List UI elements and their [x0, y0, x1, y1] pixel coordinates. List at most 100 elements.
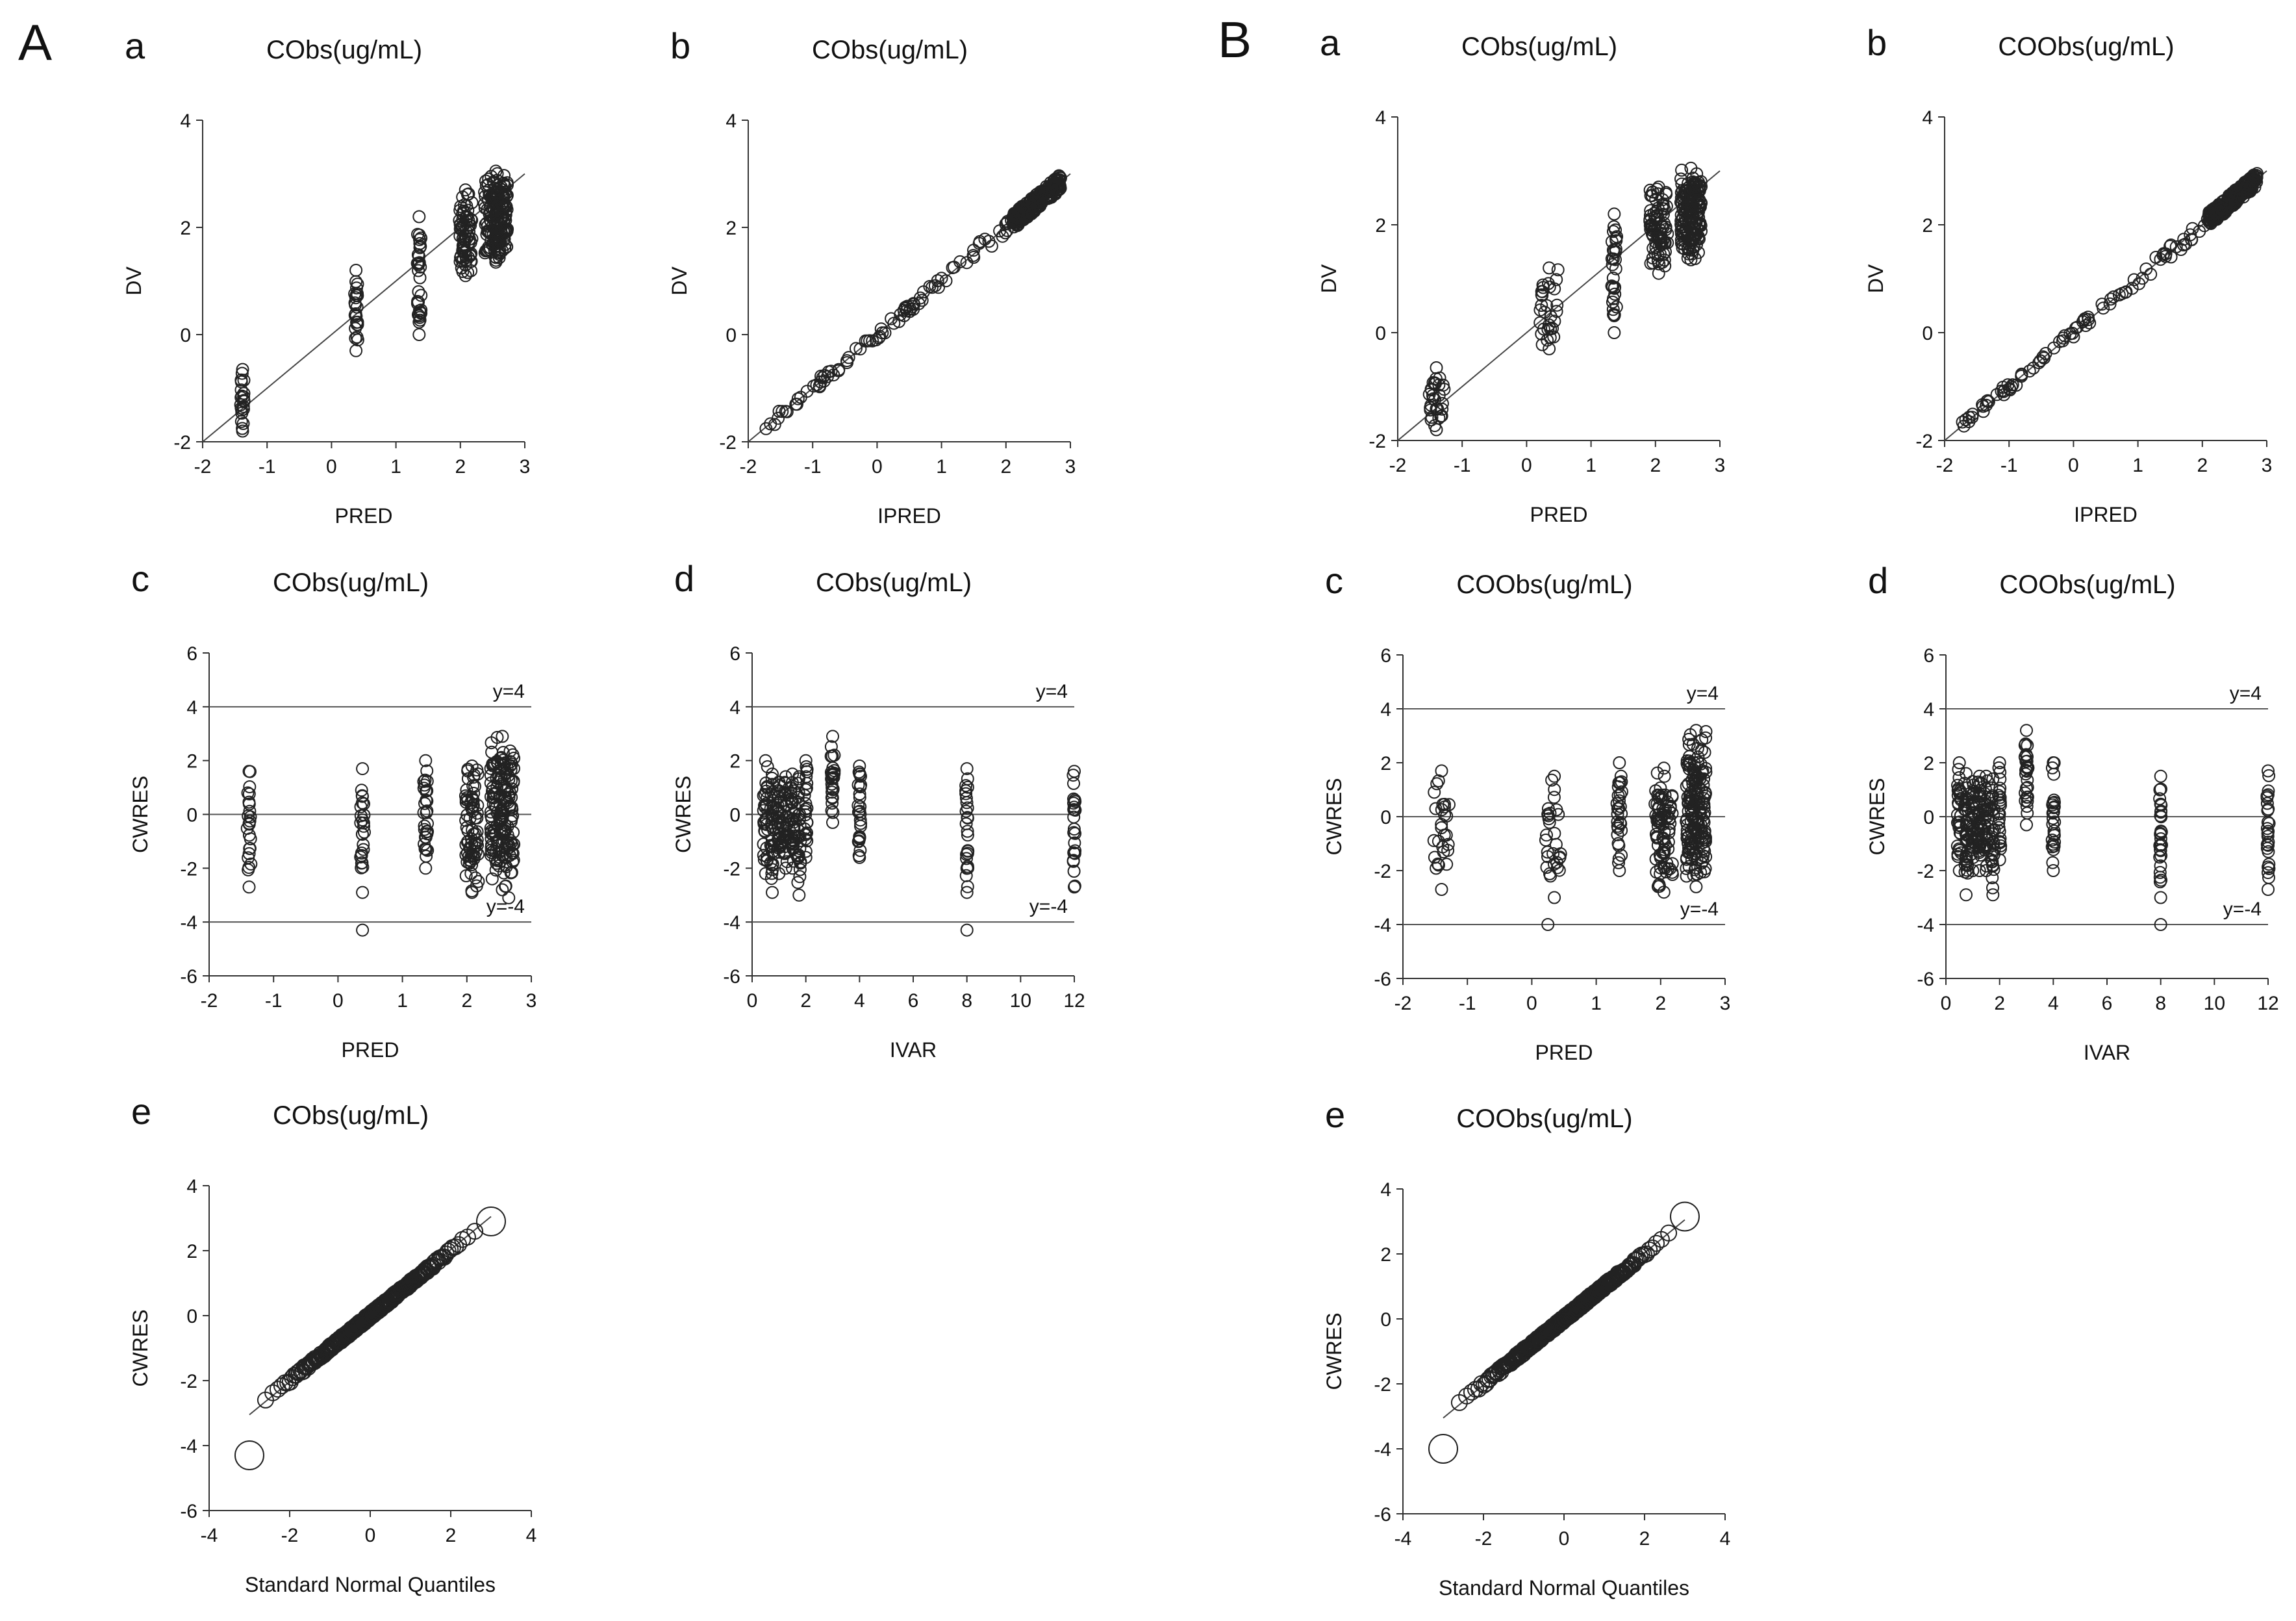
data-point	[766, 863, 779, 876]
data-point	[2202, 216, 2216, 229]
data-point	[1657, 808, 1671, 821]
data-point	[242, 765, 256, 778]
data-point	[784, 782, 798, 795]
data-point	[2119, 285, 2132, 299]
data-point	[349, 307, 362, 320]
data-point	[1684, 756, 1697, 769]
data-point	[413, 233, 426, 246]
data-point	[2154, 826, 2167, 840]
data-point	[1675, 177, 1689, 191]
x-tick-label: 0	[326, 456, 337, 478]
data-point	[1430, 777, 1444, 791]
data-point	[824, 364, 838, 378]
data-point	[1615, 775, 1628, 789]
data-point	[2036, 350, 2050, 364]
data-point	[1440, 858, 1454, 871]
data-point	[500, 176, 514, 190]
panel-title: CObs(ug/mL)	[1461, 32, 1617, 61]
data-point	[1609, 245, 1622, 259]
data-point	[1535, 338, 1549, 351]
data-point	[907, 297, 920, 311]
data-point	[791, 876, 805, 889]
data-point	[794, 390, 807, 404]
data-point	[1652, 180, 1665, 194]
data-point	[454, 249, 468, 263]
data-point	[800, 760, 813, 774]
data-point	[2228, 197, 2242, 211]
data-point	[420, 764, 434, 778]
data-point	[766, 767, 779, 781]
data-point	[418, 773, 432, 787]
y-tick-label: 0	[729, 805, 740, 826]
data-point	[1068, 836, 1081, 850]
data-points	[1427, 724, 1713, 931]
x-tick-label: 0	[1526, 993, 1537, 1014]
data-point	[349, 291, 362, 305]
data-point	[355, 789, 369, 802]
data-point	[959, 779, 973, 793]
data-point	[411, 227, 424, 241]
panel-letter: a	[1320, 22, 1341, 63]
data-point	[505, 800, 518, 814]
data-point	[853, 759, 866, 772]
x-tick-label: -1	[1459, 993, 1476, 1014]
data-point	[1996, 381, 2010, 394]
data-point	[2239, 180, 2253, 194]
data-point	[2224, 196, 2238, 209]
data-point	[1441, 837, 1455, 851]
data-point	[2184, 228, 2197, 242]
data-point	[2026, 361, 2040, 375]
data-point	[1613, 776, 1627, 789]
data-point	[1009, 217, 1023, 231]
data-point	[1658, 769, 1671, 783]
data-point	[496, 730, 509, 743]
y-tick-label: 0	[180, 325, 191, 346]
data-point	[502, 787, 516, 801]
data-point	[826, 797, 839, 810]
data-point	[1615, 824, 1628, 837]
y-tick-label: -2	[1374, 861, 1391, 882]
data-point	[1960, 863, 1974, 877]
data-point	[800, 801, 814, 815]
data-point	[1608, 326, 1621, 339]
data-point	[413, 236, 427, 250]
data-point	[485, 872, 499, 886]
data-point	[1698, 746, 1711, 759]
data-point	[2019, 748, 2033, 761]
data-point	[2046, 837, 2060, 851]
data-point	[421, 843, 435, 857]
data-point	[459, 269, 472, 283]
data-point	[461, 764, 475, 778]
data-point	[1613, 794, 1626, 808]
x-tick-label: 0	[1559, 1528, 1570, 1550]
y-tick-label: 2	[1380, 1244, 1391, 1266]
data-point	[2260, 797, 2274, 810]
data-point	[1434, 409, 1448, 423]
data-point	[826, 791, 839, 804]
data-point	[1680, 824, 1694, 837]
data-point	[840, 354, 853, 368]
data-point	[772, 411, 785, 425]
data-point	[764, 802, 777, 815]
x-axis-title: PRED	[1530, 503, 1588, 526]
data-point	[1654, 861, 1667, 874]
data-point	[1698, 865, 1711, 878]
data-point	[234, 1440, 264, 1470]
y-tick-label: 0	[1380, 1309, 1391, 1331]
data-point	[827, 748, 841, 762]
data-point	[2034, 354, 2047, 368]
data-point	[842, 351, 855, 364]
data-point	[2206, 213, 2220, 227]
data-point	[798, 822, 811, 836]
data-point	[1665, 807, 1679, 820]
data-point	[1535, 299, 1548, 312]
data-point	[1068, 826, 1082, 840]
data-point	[1684, 192, 1698, 205]
data-point	[2019, 767, 2032, 781]
data-point	[1067, 846, 1081, 860]
data-point	[349, 344, 363, 357]
data-point	[1430, 423, 1443, 437]
panel-b-b: b COObs(ug/mL) -2 -1 0 1 2 3 -2 0 2 4 IPRED DV	[1864, 22, 2272, 526]
data-point	[872, 331, 886, 344]
data-point	[414, 261, 427, 274]
